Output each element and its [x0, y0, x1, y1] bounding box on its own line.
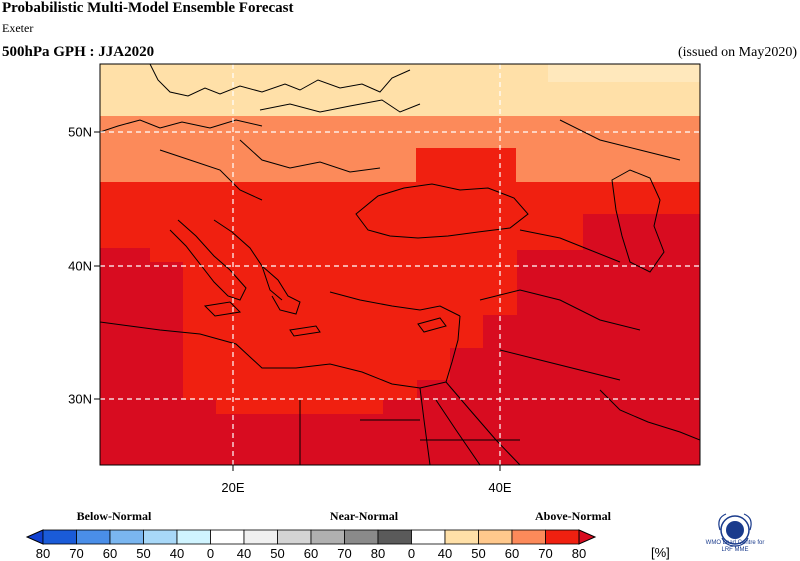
axis-ticks [94, 131, 501, 471]
legend-below-normal: Below-Normal [76, 509, 152, 523]
north-africa-coast [100, 321, 447, 389]
border-5 [499, 349, 621, 381]
sicily [203, 301, 242, 317]
field-70-80-ukraine [416, 148, 516, 186]
lat-label-40n: 40N [68, 258, 92, 274]
baltic-coast [259, 99, 421, 113]
colorbar-cell [310, 529, 345, 545]
border-4 [479, 289, 641, 331]
page-title: Probabilistic Multi-Model Ensemble Forec… [2, 0, 294, 16]
border-1 [239, 139, 381, 173]
legend-tick: 70 [337, 546, 352, 561]
legend-unit: [%] [651, 545, 670, 560]
colorbar-cell [511, 529, 546, 545]
cyprus [417, 317, 447, 333]
colorbar-arrow-high [578, 529, 597, 545]
lat-label-50n: 50N [68, 124, 92, 140]
colorbar-cell [444, 529, 479, 545]
colorbar-cell [377, 529, 412, 545]
turkey-south-coast [329, 291, 461, 317]
legend-tick: 0 [407, 546, 416, 561]
levant-coast [445, 315, 461, 383]
legend-colorbar [25, 529, 597, 545]
legend-tick: 70 [538, 546, 553, 561]
wmo-logo-text: WMO Lead Centre for LRF MME [705, 540, 765, 553]
colorbar-cell [243, 529, 278, 545]
border-3 [519, 229, 621, 263]
legend-tick: 50 [471, 546, 486, 561]
colorbar-cell [143, 529, 178, 545]
legend-tick: 80 [370, 546, 386, 561]
border-9 [559, 119, 681, 161]
colorbar-cell [344, 529, 379, 545]
colorbar-cell [277, 529, 312, 545]
border-2 [159, 149, 263, 201]
caspian-sea [611, 169, 665, 273]
center-name: Exeter [2, 21, 34, 35]
graticule [100, 64, 700, 465]
legend-tick: 70 [69, 546, 84, 561]
legend-tick: 80 [571, 546, 587, 561]
map-frame [99, 63, 701, 466]
europe-north-coast [100, 119, 263, 133]
colorbar-cell [478, 529, 513, 545]
lon-label-20e: 20E [221, 480, 245, 495]
nile [419, 387, 431, 465]
legend-tick: 40 [437, 546, 453, 561]
product-label: 500hPa GPH : JJA2020 [2, 44, 155, 60]
legend-tick: 40 [169, 546, 185, 561]
field-70-80-central [100, 182, 700, 414]
legend-tick: 60 [504, 546, 520, 561]
legend-near-normal: Near-Normal [329, 509, 399, 523]
balkan-coast [213, 219, 283, 301]
crete [289, 325, 321, 337]
red-sea [445, 381, 521, 465]
lat-label-30n: 30N [68, 391, 92, 407]
legend-tick: 50 [270, 546, 285, 561]
scandinavia-coast [149, 64, 411, 97]
colorbar-cell [42, 529, 77, 545]
colorbar-cell [76, 529, 111, 545]
field-60-70-band [100, 116, 700, 182]
colorbar-cell [411, 529, 446, 545]
italy-coast [169, 219, 247, 301]
legend-above-normal: Above-Normal [535, 509, 611, 523]
black-sea [355, 183, 529, 239]
field-40-50-northeast [548, 64, 700, 82]
colorbar-cell [109, 529, 144, 545]
legend-tick: 80 [35, 546, 51, 561]
colorbar-arrow-low [25, 529, 44, 545]
colorbar-cell [176, 529, 211, 545]
coastlines [100, 64, 700, 465]
issued-date: (issued on May2020) [678, 45, 797, 60]
colorbar-cell [210, 529, 245, 545]
legend-tick: 60 [303, 546, 319, 561]
red-sea-west [435, 399, 481, 465]
wmo-logo-icon [718, 513, 752, 547]
colorbar-cell [545, 529, 580, 545]
legend-tick: 50 [136, 546, 151, 561]
lon-label-40e: 40E [488, 480, 512, 495]
legend-tick: 60 [102, 546, 118, 561]
legend-tick: 0 [206, 546, 215, 561]
legend-tick: 40 [236, 546, 252, 561]
greece [261, 265, 301, 315]
persian-gulf [599, 389, 700, 441]
